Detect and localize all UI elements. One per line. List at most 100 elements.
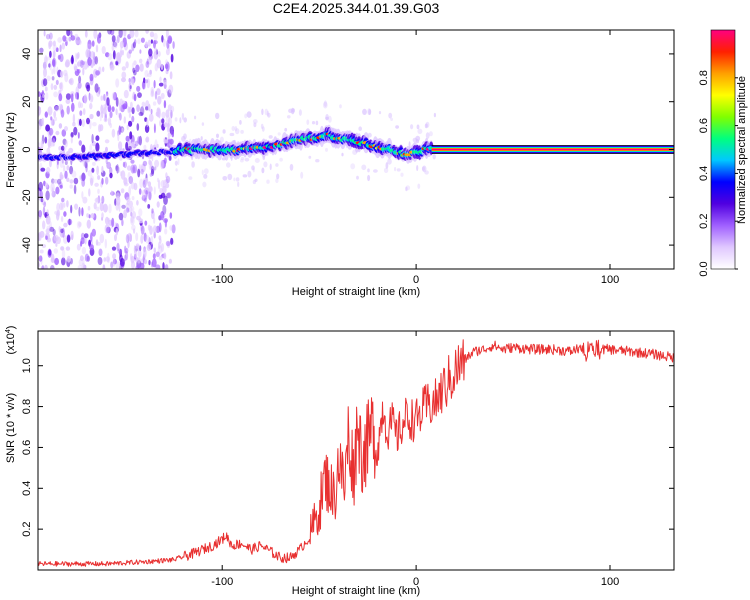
scatter-speckle — [246, 111, 252, 118]
noise-speckle — [157, 179, 161, 190]
noise-speckle — [158, 82, 164, 87]
noise-speckle — [78, 39, 82, 45]
noise-speckle — [134, 39, 137, 45]
scatter-speckle — [227, 173, 233, 181]
noise-speckle — [81, 262, 86, 269]
scatter-speckle — [261, 108, 264, 116]
noise-speckle — [105, 226, 110, 234]
noise-speckle — [60, 216, 64, 222]
noise-speckle — [81, 207, 84, 217]
scatter-speckle — [339, 104, 342, 109]
noise-speckle — [76, 221, 81, 229]
snr-y-label: SNR (10 * v/v) — [5, 393, 17, 463]
noise-speckle — [59, 82, 63, 90]
noise-speckle — [100, 104, 104, 114]
noise-speckle — [51, 187, 54, 197]
noise-speckle — [64, 126, 68, 132]
noise-speckle — [83, 61, 88, 70]
noise-speckle — [126, 207, 129, 213]
noise-speckle — [118, 30, 123, 38]
noise-speckle — [59, 44, 62, 53]
noise-speckle — [38, 124, 42, 130]
noise-speckle — [99, 112, 102, 122]
noise-speckle — [164, 63, 169, 70]
noise-speckle — [129, 85, 132, 90]
noise-speckle — [135, 243, 140, 250]
noise-speckle — [153, 217, 156, 224]
noise-speckle — [141, 80, 146, 90]
noise-speckle — [156, 201, 160, 208]
noise-speckle — [96, 165, 99, 176]
noise-speckle — [46, 225, 51, 231]
noise-speckle — [45, 124, 50, 132]
noise-speckle — [39, 230, 45, 238]
scatter-speckle — [183, 117, 187, 123]
noise-speckle — [125, 135, 130, 142]
noise-speckle — [140, 225, 145, 235]
scatter-speckle — [383, 167, 389, 173]
noise-speckle — [78, 140, 83, 146]
noise-speckle — [147, 204, 151, 209]
noise-speckle — [58, 225, 61, 233]
noise-speckle — [145, 41, 148, 48]
noise-speckle — [131, 141, 135, 148]
noise-speckle — [160, 211, 165, 221]
noise-speckle — [148, 48, 153, 57]
noise-speckle — [153, 40, 156, 49]
noise-speckle — [150, 108, 153, 115]
noise-speckle — [137, 250, 142, 258]
noise-speckle — [52, 135, 57, 143]
svg-text:(x104): (x104) — [5, 326, 17, 355]
noise-speckle — [125, 247, 129, 254]
noise-speckle — [53, 116, 58, 122]
noise-speckle — [152, 101, 157, 106]
scatter-speckle — [390, 117, 393, 121]
noise-speckle — [85, 49, 90, 58]
steady-tone-band — [431, 148, 674, 151]
noise-speckle — [112, 50, 116, 60]
noise-speckle — [139, 106, 145, 116]
noise-speckle — [159, 76, 162, 83]
noise-speckle — [149, 225, 153, 235]
noise-speckle — [118, 125, 122, 135]
noise-speckle — [53, 64, 56, 75]
noise-speckle — [47, 106, 53, 116]
noise-speckle — [116, 35, 120, 43]
scatter-speckle — [394, 167, 397, 172]
scatter-speckle — [368, 109, 372, 115]
noise-speckle — [42, 78, 48, 87]
scatter-speckle — [277, 132, 281, 136]
noise-speckle — [42, 220, 46, 230]
noise-speckle — [110, 190, 113, 196]
noise-speckle — [63, 69, 68, 77]
scatter-speckle — [275, 178, 279, 184]
noise-speckle — [100, 95, 104, 101]
noise-speckle — [109, 172, 113, 179]
noise-speckle — [53, 84, 58, 90]
y-tick-label: -40 — [21, 237, 33, 253]
noise-speckle — [91, 167, 95, 173]
noise-speckle — [53, 91, 58, 98]
noise-speckle — [139, 262, 145, 269]
noise-speckle — [103, 93, 106, 102]
scatter-speckle — [395, 125, 399, 129]
noise-speckle — [111, 35, 116, 43]
noise-speckle — [77, 265, 83, 269]
noise-speckle — [46, 75, 51, 82]
noise-speckle — [67, 218, 73, 226]
scatter-speckle — [416, 165, 419, 171]
noise-speckle — [49, 226, 55, 232]
scatter-speckle — [358, 126, 363, 131]
noise-speckle — [45, 92, 49, 100]
scatter-speckle — [425, 132, 430, 139]
noise-speckle — [95, 196, 101, 204]
noise-speckle — [44, 264, 48, 269]
noise-speckle — [92, 56, 98, 63]
noise-speckle — [128, 200, 133, 208]
noise-speckle — [89, 93, 94, 103]
noise-speckle — [43, 67, 47, 78]
noise-speckle — [40, 140, 44, 150]
scatter-speckle — [203, 173, 208, 179]
colorbar-tick-label: 0.4 — [698, 166, 710, 181]
scatter-speckle — [311, 121, 316, 125]
